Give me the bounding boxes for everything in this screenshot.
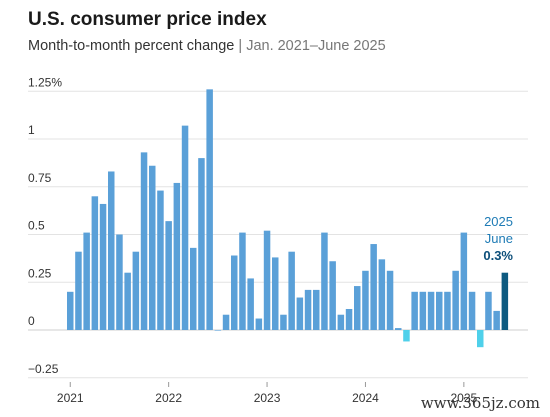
bar xyxy=(198,158,205,330)
x-tick-label: 2022 xyxy=(155,391,182,405)
x-tick-label: 2024 xyxy=(352,391,379,405)
subtitle-main: Month-to-month percent change xyxy=(28,38,235,54)
bar xyxy=(165,221,172,330)
y-tick-label: 1 xyxy=(28,123,35,137)
bar xyxy=(345,308,353,330)
bar xyxy=(157,190,164,330)
bar xyxy=(272,257,279,330)
y-tick-label: 0 xyxy=(28,314,35,328)
bar xyxy=(501,272,509,330)
bar xyxy=(378,259,386,330)
bar xyxy=(321,232,328,330)
x-tick-label: 2021 xyxy=(57,391,84,405)
bar xyxy=(444,291,451,330)
bar xyxy=(477,330,484,348)
bar xyxy=(75,251,82,330)
bar xyxy=(313,289,320,330)
chart-subtitle: Month-to-month percent change | Jan. 202… xyxy=(28,38,386,54)
bar xyxy=(436,291,443,330)
bar xyxy=(263,230,271,330)
bar xyxy=(67,291,74,330)
bar xyxy=(116,234,123,330)
bar xyxy=(149,165,156,330)
bar xyxy=(140,152,148,330)
bar xyxy=(460,232,468,330)
bar xyxy=(132,251,140,330)
bar xyxy=(403,330,410,342)
x-tick-label: 2025 xyxy=(450,391,477,405)
bar xyxy=(190,247,197,330)
subtitle-range: Jan. 2021–June 2025 xyxy=(246,38,386,54)
bar xyxy=(452,270,459,330)
bar xyxy=(304,289,312,330)
bar xyxy=(231,255,238,330)
y-tick-label: 1.25% xyxy=(28,75,62,89)
bars xyxy=(67,89,509,348)
bar xyxy=(247,278,254,330)
y-axis-ticks: 1.25% 1 0.75 0.5 0.25 0 −0.25 xyxy=(28,75,62,376)
bar xyxy=(468,291,476,330)
annotation-year: 2025 xyxy=(484,214,513,229)
x-tick-label: 2023 xyxy=(254,391,281,405)
annotation-value: 0.3% xyxy=(483,248,513,263)
bar xyxy=(296,297,304,330)
bar xyxy=(91,196,99,330)
bar xyxy=(329,261,336,330)
bar xyxy=(427,291,435,330)
bar xyxy=(255,318,263,330)
bar xyxy=(354,286,361,330)
watermark: www.365jz.com xyxy=(421,394,540,412)
bar xyxy=(222,314,230,330)
y-tick-label: 0.5 xyxy=(28,219,45,233)
bar xyxy=(419,291,427,330)
y-tick-label: −0.25 xyxy=(28,362,59,376)
x-axis-ticks: 2021 2022 2023 2024 2025 xyxy=(57,382,478,405)
bar xyxy=(288,251,295,330)
bar xyxy=(370,244,377,330)
y-tick-label: 0.75 xyxy=(28,171,52,185)
bar xyxy=(493,310,500,330)
bar xyxy=(181,125,189,330)
annotation-month: June xyxy=(485,231,513,246)
bar xyxy=(362,270,369,330)
bar xyxy=(206,89,213,330)
bar xyxy=(83,232,90,330)
bar xyxy=(411,291,418,330)
bar xyxy=(108,171,115,330)
bar xyxy=(280,314,287,330)
bar xyxy=(386,270,394,330)
bar xyxy=(239,232,246,330)
bar xyxy=(337,314,345,330)
bar xyxy=(395,328,402,330)
bar xyxy=(99,203,107,330)
bar xyxy=(124,272,131,330)
chart-title: U.S. consumer price index xyxy=(28,9,267,30)
bar xyxy=(214,330,222,331)
y-tick-label: 0.25 xyxy=(28,266,52,280)
bar xyxy=(173,182,181,330)
bar xyxy=(485,291,492,330)
subtitle-separator: | xyxy=(238,38,243,54)
